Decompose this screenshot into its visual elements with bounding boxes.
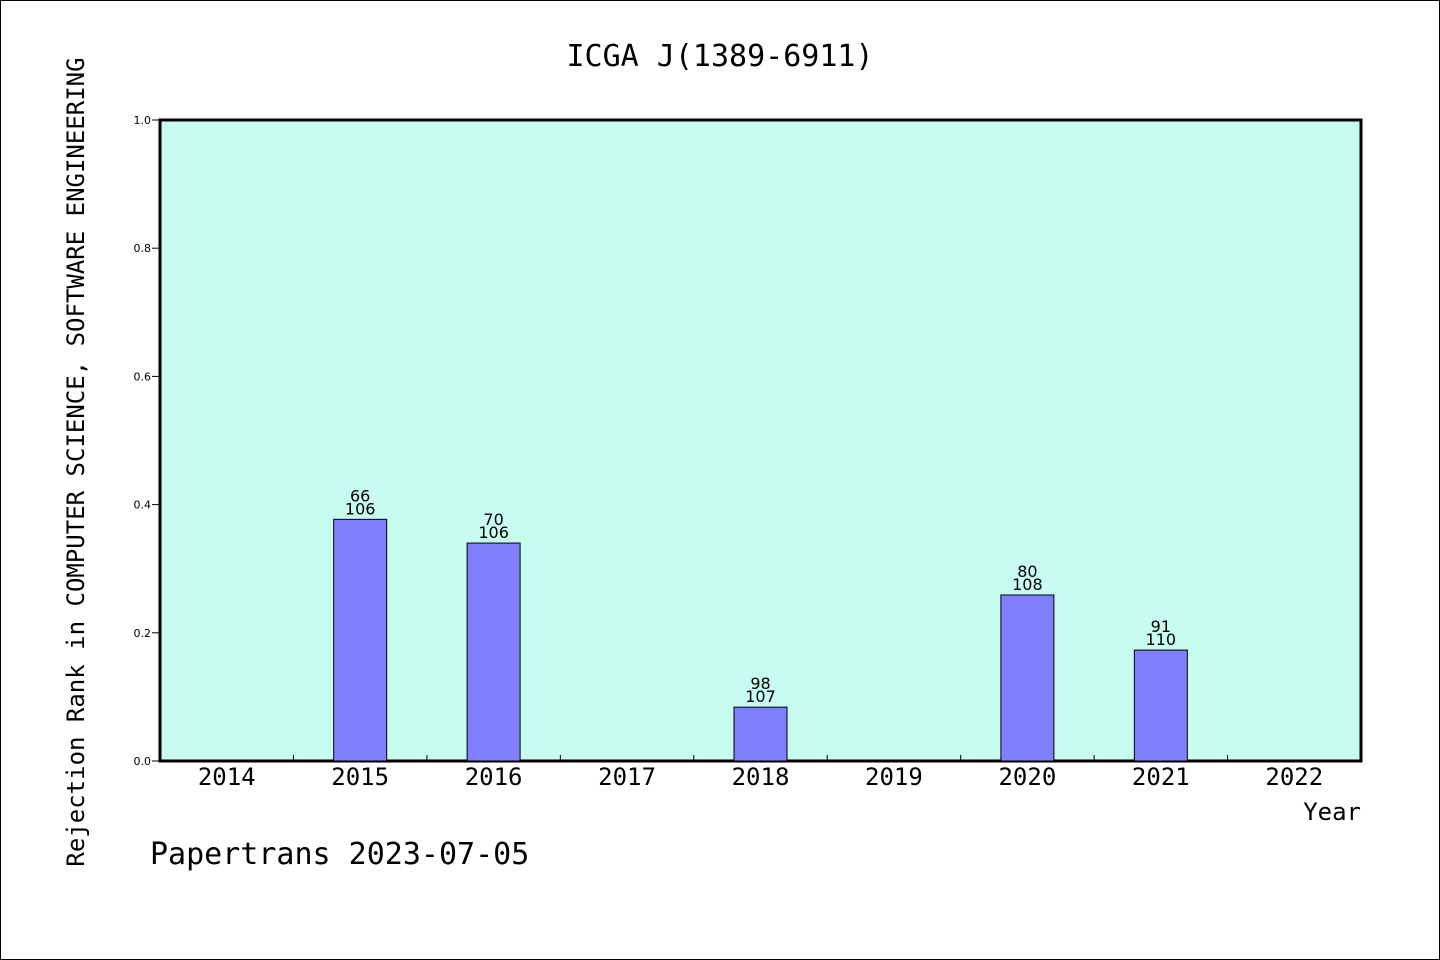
bar-rank-label: 70 [483, 510, 503, 529]
x-axis-label: Year [1303, 798, 1361, 826]
bar-total-label: 107 [745, 687, 776, 706]
bar-rank-label: 66 [350, 486, 370, 505]
x-tick-label: 2020 [998, 763, 1056, 791]
bar [1000, 594, 1055, 762]
x-tick-label: 2015 [331, 763, 389, 791]
x-tick-label: 2022 [1265, 763, 1323, 791]
x-tick-label: 2014 [198, 763, 256, 791]
bar [1133, 649, 1188, 762]
bar-total-label: 110 [1146, 630, 1177, 649]
y-tick-label: 0.8 [134, 242, 152, 255]
bar [333, 518, 388, 762]
x-tick-label: 2017 [598, 763, 656, 791]
y-axis-label: Rejection Rank in COMPUTER SCIENCE, SOFT… [62, 57, 90, 866]
footer-label: Papertrans 2023-07-05 [150, 837, 529, 872]
bar [466, 542, 521, 762]
bar-total-label: 108 [1012, 575, 1043, 594]
bar [733, 706, 788, 762]
bar-total-label: 106 [478, 523, 509, 542]
x-tick-label: 2016 [465, 763, 523, 791]
y-tick-label: 0.2 [134, 627, 152, 640]
y-tick-label: 0.6 [134, 370, 152, 383]
x-tick-label: 2019 [865, 763, 923, 791]
x-axis-ticks: 2014 2015 2016 2017 2018 2019 2020 2021 2022 [198, 755, 1323, 791]
y-tick-label: 0.4 [134, 499, 152, 512]
chart-title: ICGA J(1389-6911) [566, 39, 873, 74]
y-tick-label: 1.0 [134, 114, 152, 127]
bar-rank-label: 98 [750, 674, 770, 693]
y-tick-label: 0.0 [134, 755, 152, 768]
x-tick-label: 2018 [732, 763, 790, 791]
bars [333, 518, 1188, 762]
y-axis-ticks: 0.0 0.2 0.4 0.6 0.8 1.0 [134, 114, 160, 768]
bar-total-label: 106 [345, 499, 376, 518]
bar-rank-label: 91 [1151, 617, 1171, 636]
bar-rank-label: 80 [1017, 562, 1037, 581]
x-tick-label: 2021 [1132, 763, 1190, 791]
